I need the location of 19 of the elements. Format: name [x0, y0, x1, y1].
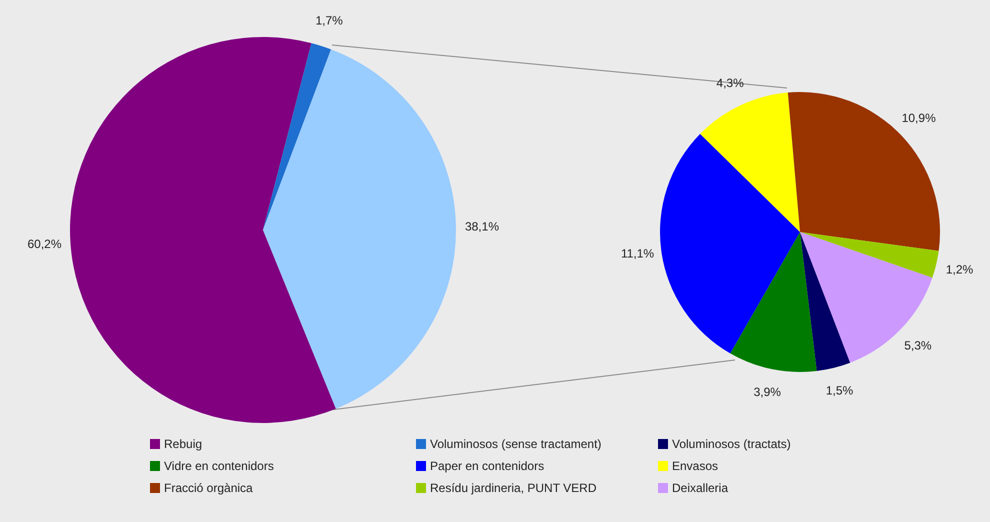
data-label: 3,9%: [754, 385, 782, 400]
legend-label: Deixalleria: [672, 481, 728, 495]
legend-label: Voluminosos (tractats): [672, 437, 791, 451]
legend-label: Resídu jardineria, PUNT VERD: [430, 481, 597, 495]
data-label: 60,2%: [27, 236, 62, 251]
data-label: 4,3%: [716, 76, 744, 90]
data-label: 11,1%: [620, 246, 654, 261]
legend-label: Vidre en contenidors: [164, 459, 274, 473]
data-label: 1,5%: [826, 383, 854, 398]
data-label: 1,7%: [315, 14, 344, 28]
data-label: 38,1%: [464, 219, 500, 234]
data-label: 5,3%: [904, 338, 932, 352]
data-label: 1,2%: [946, 262, 974, 276]
legend-label: Voluminosos (sense tractament): [430, 437, 602, 451]
legend-label: Fracció orgànica: [164, 481, 253, 495]
data-label: 10,9%: [902, 111, 936, 126]
legend-label: Envasos: [672, 459, 718, 473]
legend-label: Paper en contenidors: [430, 459, 544, 473]
legend-label: Rebuig: [164, 437, 202, 451]
